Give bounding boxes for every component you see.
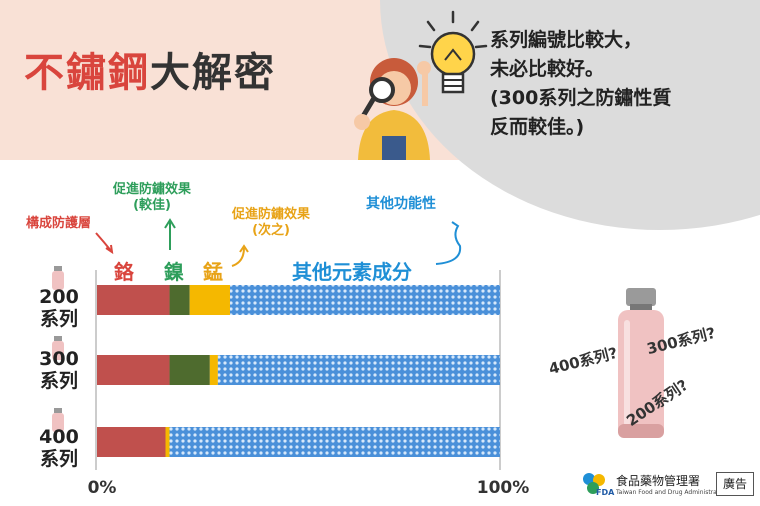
legend-manganese: 錳 — [203, 260, 223, 284]
bottle-icon — [52, 336, 64, 360]
title-dark: 大解密 — [150, 50, 276, 96]
detective-girl-illustration — [354, 58, 431, 160]
row-label: 200 系列 — [39, 286, 79, 330]
bar-segment — [229, 285, 501, 315]
headline-line: 反而較佳。) — [490, 116, 585, 138]
headline-line: 未必比較好。 — [490, 58, 605, 80]
headline-line: 系列編號比較大， — [490, 29, 643, 51]
bar-segment — [169, 285, 190, 315]
nickel-note: 促進防鏽效果 (較佳) — [113, 182, 191, 214]
bar-segment — [169, 355, 210, 385]
bar-segment — [165, 427, 170, 457]
x-tick-label: 100% — [477, 478, 530, 498]
bar-segment — [209, 355, 218, 385]
bars-group — [97, 285, 501, 457]
nickel-note-line1: 促進防鏽效果 — [113, 182, 192, 197]
lightbulb-icon — [418, 10, 488, 94]
bottle-icon — [52, 266, 64, 290]
manganese-note: 促進防鏽效果 (次之) — [232, 207, 310, 239]
legend-other: 其他元素成分 — [292, 260, 412, 284]
ad-badge: 廣告 — [716, 472, 754, 496]
bar-segment — [189, 285, 230, 315]
agency-name-en: Taiwan Food and Drug Administration — [616, 489, 729, 496]
legend-chromium: 鉻 — [114, 260, 134, 284]
agency-name: 食品藥物管理署 — [616, 474, 701, 488]
bar-segment — [169, 427, 501, 457]
water-bottle-icon — [618, 288, 664, 438]
manganese-note-line1: 促進防鏽效果 — [232, 207, 311, 222]
row-label: 300 系列 — [39, 348, 79, 392]
bar-segment — [97, 427, 166, 457]
other-note: 其他功能性 — [366, 196, 436, 212]
bar-segment — [97, 355, 170, 385]
x-tick-label: 0% — [88, 478, 117, 498]
headline: 系列編號比較大， 未必比較好。 (300系列之防鏽性質 反而較佳。) — [490, 26, 671, 142]
protect-layer-note: 構成防護層 — [26, 216, 92, 231]
legend-nickel: 鎳 — [164, 260, 184, 284]
bar-segment — [97, 285, 170, 315]
manganese-note-line2: (次之) — [252, 223, 290, 238]
page-title: 不鏽鋼大解密 — [24, 40, 276, 98]
bar-segment — [217, 355, 500, 385]
row-label: 400 系列 — [39, 426, 79, 470]
fda-logo-icon — [583, 473, 605, 494]
bottle-icon — [52, 408, 64, 432]
fda-label: FDA — [596, 488, 615, 497]
nickel-note-line2: (較佳) — [133, 198, 171, 213]
title-red: 不鏽鋼 — [24, 50, 150, 96]
headline-line: (300系列之防鏽性質 — [490, 87, 672, 109]
